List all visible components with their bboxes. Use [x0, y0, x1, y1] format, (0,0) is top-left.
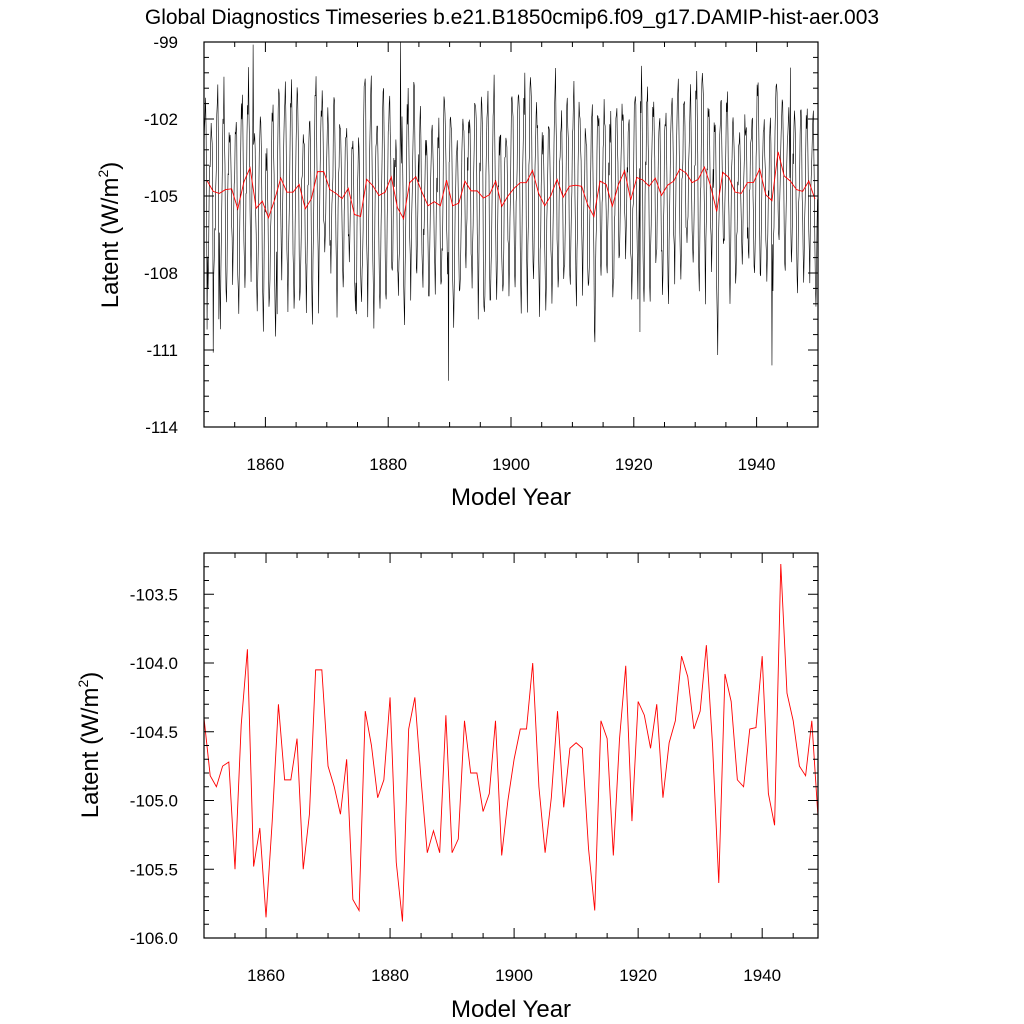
top-panel-y-axis-label: Latent (W/m2)	[95, 162, 124, 309]
bottom-panel-y-axis-label: Latent (W/m2)	[75, 672, 104, 819]
y-tick-label: -114	[145, 418, 178, 437]
x-tick-label: 1900	[495, 966, 533, 985]
y-tick-label: -104.0	[130, 654, 178, 673]
bottom-panel-y-label-main: Latent (W/m	[77, 688, 104, 819]
x-tick-label: 1860	[246, 455, 284, 474]
bottom-panel-x-axis-label: Model Year	[451, 996, 571, 1023]
top-panel-x-axis-label: Model Year	[451, 484, 571, 511]
x-tick-label: 1900	[492, 455, 530, 474]
y-tick-label: -102	[144, 110, 178, 129]
y-tick-label: -103.5	[130, 585, 178, 604]
x-tick-label: 1940	[738, 455, 776, 474]
top-panel-series	[203, 41, 818, 381]
bottom-panel-axes: 1860 1880 1900 1920 1940 -106.0 -105.5 -105.0 -1…	[130, 552, 819, 985]
y-tick-label: -105	[144, 187, 178, 206]
x-tick-label: 1920	[619, 966, 657, 985]
plot-frame	[203, 41, 819, 428]
top-panel-monthly-and-annual: 1860 1880 1900 1920 1940 -114 -111 -108 -105 -102…	[95, 33, 819, 511]
x-tick-label: 1860	[247, 966, 285, 985]
y-tick-label: -111	[146, 341, 178, 360]
monthly-series-line	[203, 41, 818, 381]
annual-series-line	[203, 563, 819, 922]
top-panel-y-label-close: )	[97, 162, 124, 170]
x-tick-label: 1920	[615, 455, 653, 474]
top-panel-axes: 1860 1880 1900 1920 1940 -114 -111 -108 -105 -102…	[144, 33, 819, 474]
bottom-panel-y-label-close: )	[77, 672, 104, 680]
bottom-panel-y-label-sup: 2	[75, 680, 91, 688]
y-tick-label: -108	[144, 264, 178, 283]
y-tick-label: -105.0	[130, 792, 178, 811]
annual-series-line	[206, 151, 816, 220]
y-tick-label: -99	[153, 33, 178, 52]
y-tick-label: -104.5	[130, 723, 178, 742]
top-panel-y-label-main: Latent (W/m	[97, 178, 124, 309]
y-tick-label: -105.5	[130, 860, 178, 879]
bottom-panel-series	[203, 563, 819, 922]
x-tick-label: 1880	[369, 455, 407, 474]
top-panel-y-label-sup: 2	[95, 170, 111, 178]
chart-title: Global Diagnostics Timeseries b.e21.B185…	[145, 6, 879, 29]
x-tick-label: 1880	[371, 966, 409, 985]
y-tick-label: -106.0	[130, 929, 178, 948]
x-tick-label: 1940	[743, 966, 781, 985]
bottom-panel-annual: 1860 1880 1900 1920 1940 -106.0 -105.5 -105.0 -1…	[75, 552, 819, 1023]
